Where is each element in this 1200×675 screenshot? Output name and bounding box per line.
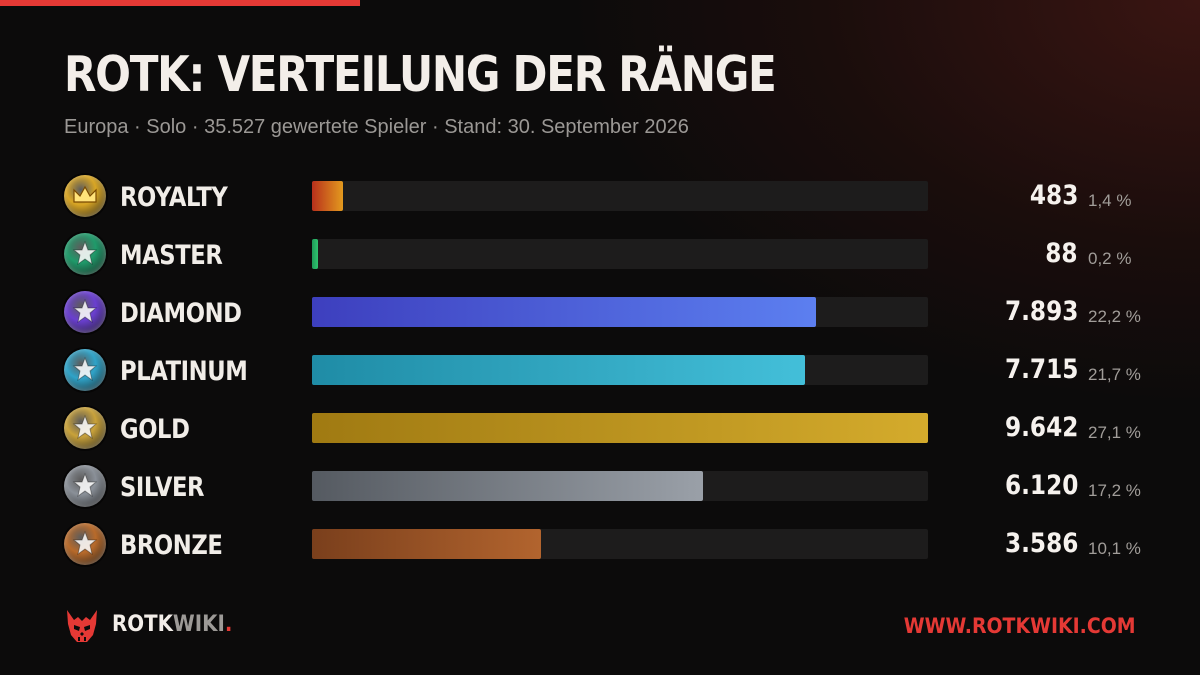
bar-track xyxy=(312,471,928,501)
percent-label-diamond: 22,2 % xyxy=(1088,307,1141,326)
rank-row-silver: SILVER 6.120 17,2 % xyxy=(0,462,1200,520)
percent-label-royalty: 1,4 % xyxy=(1088,191,1132,210)
top-accent-bar xyxy=(0,0,360,6)
bar-diamond xyxy=(312,297,816,327)
rank-label-platinum: PLATINUM xyxy=(120,356,248,387)
bar-track xyxy=(312,413,928,443)
bar-platinum xyxy=(312,355,805,385)
count-label-diamond: 7.893 xyxy=(1004,296,1078,327)
count-label-bronze: 3.586 xyxy=(1004,528,1078,559)
bar-master xyxy=(312,239,318,269)
platinum-badge-icon xyxy=(64,349,106,391)
diamond-badge-icon xyxy=(64,291,106,333)
count-label-platinum: 7.715 xyxy=(1004,354,1078,385)
rank-label-silver: SILVER xyxy=(120,472,205,503)
bar-track xyxy=(312,181,928,211)
rank-label-gold: GOLD xyxy=(120,414,190,445)
count-label-silver: 6.120 xyxy=(1004,470,1078,501)
percent-label-silver: 17,2 % xyxy=(1088,481,1141,500)
percent-label-bronze: 10,1 % xyxy=(1088,539,1141,558)
rank-label-diamond: DIAMOND xyxy=(120,298,242,329)
gold-badge-icon xyxy=(64,407,106,449)
bar-track xyxy=(312,529,928,559)
count-label-master: 88 xyxy=(1045,238,1078,269)
bar-gold xyxy=(312,413,928,443)
rank-row-bronze: BRONZE 3.586 10,1 % xyxy=(0,520,1200,578)
count-label-gold: 9.642 xyxy=(1004,412,1078,443)
bar-track xyxy=(312,355,928,385)
percent-label-gold: 27,1 % xyxy=(1088,423,1141,442)
crown-badge-icon xyxy=(64,175,106,217)
count-label-royalty: 483 xyxy=(1029,180,1078,211)
demon-skull-logo-icon xyxy=(67,610,97,642)
rank-row-platinum: PLATINUM 7.715 21,7 % xyxy=(0,346,1200,404)
chart-title: ROTK: VERTEILUNG DER RÄNGE xyxy=(64,46,777,103)
rank-row-master: MASTER 88 0,2 % xyxy=(0,230,1200,288)
rank-row-diamond: DIAMOND 7.893 22,2 % xyxy=(0,288,1200,346)
silver-badge-icon xyxy=(64,465,106,507)
master-badge-icon xyxy=(64,233,106,275)
brand-wordmark: ROTKWIKI. xyxy=(112,612,233,637)
bar-track xyxy=(312,297,928,327)
percent-label-platinum: 21,7 % xyxy=(1088,365,1141,384)
rank-label-master: MASTER xyxy=(120,240,223,271)
rank-row-royalty: ROYALTY 483 1,4 % xyxy=(0,172,1200,230)
bar-royalty xyxy=(312,181,343,211)
chart-subtitle: Europa · Solo · 35.527 gewertete Spieler… xyxy=(64,116,689,138)
percent-label-master: 0,2 % xyxy=(1088,249,1132,268)
rank-label-royalty: ROYALTY xyxy=(120,182,228,213)
rank-label-bronze: BRONZE xyxy=(120,530,223,561)
rank-row-gold: GOLD 9.642 27,1 % xyxy=(0,404,1200,462)
bar-bronze xyxy=(312,529,541,559)
bronze-badge-icon xyxy=(64,523,106,565)
website-url[interactable]: WWW.ROTKWIKI.COM xyxy=(904,614,1136,638)
bar-track xyxy=(312,239,928,269)
bar-silver xyxy=(312,471,703,501)
